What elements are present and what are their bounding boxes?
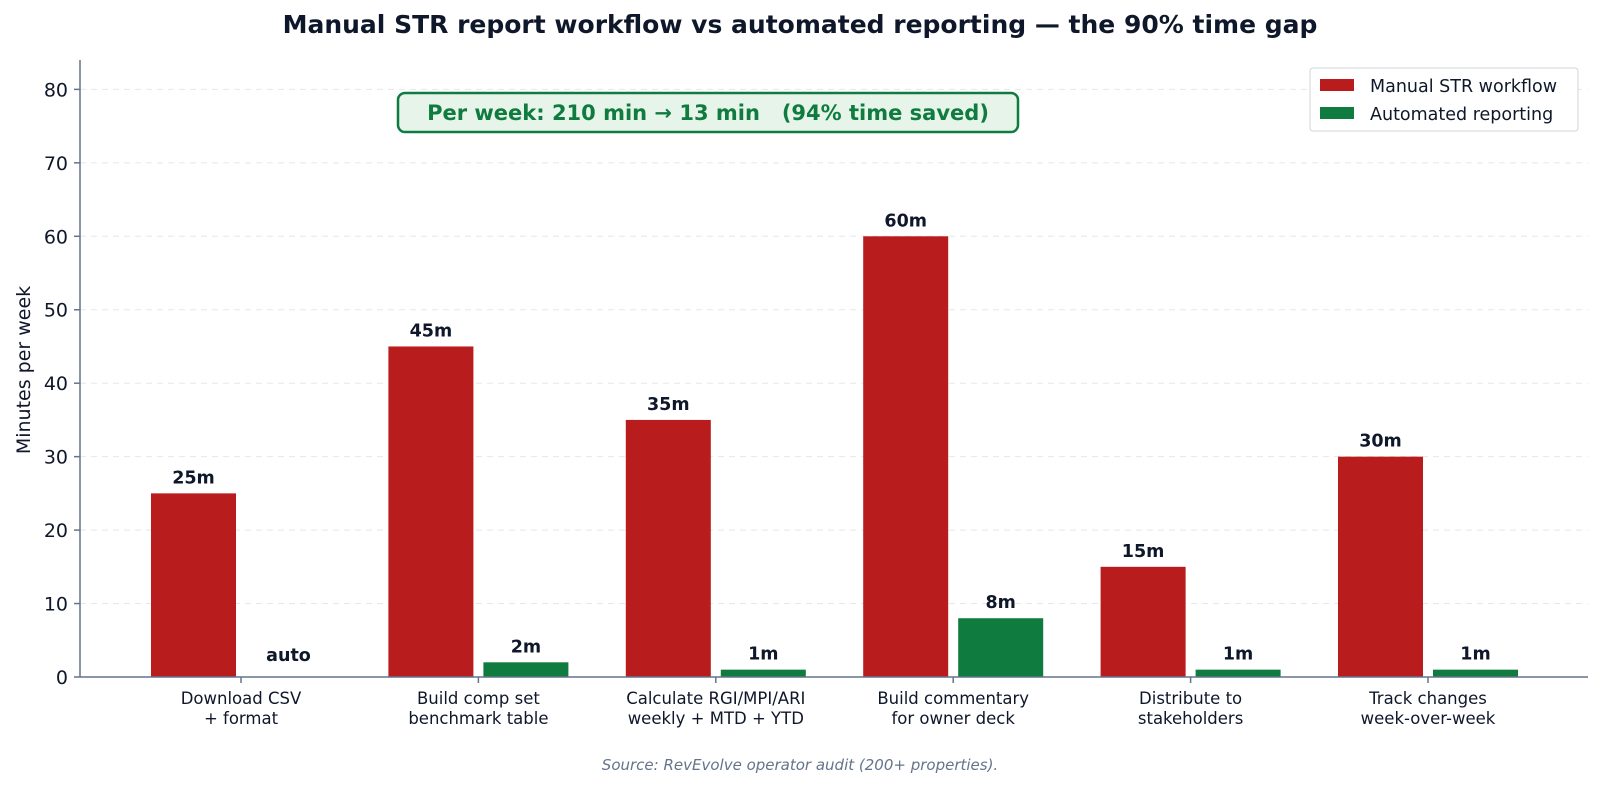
y-tick-label-70: 70 <box>44 153 68 175</box>
y-ticks: 0 10 20 30 40 50 60 70 80 <box>44 79 80 689</box>
x-tick-label-2: Calculate RGI/MPI/ARI weekly + MTD + YTD <box>626 689 805 728</box>
bar-automated-5 <box>1433 669 1518 677</box>
y-tick-label-50: 50 <box>44 300 68 322</box>
bar-automated-2 <box>720 669 806 677</box>
callout-box <box>396 91 1020 134</box>
data-label-manual-1: 45m <box>410 321 453 341</box>
bar-automated-1 <box>483 662 569 677</box>
x-tick-label-3: Build commentary for owner deck <box>877 689 1029 728</box>
data-label-automated-4: 1m <box>1223 645 1253 665</box>
y-tick-label-20: 20 <box>44 520 68 542</box>
callout-text: Per week: 210 min → 13 min (94% time sav… <box>427 101 989 125</box>
data-label-manual-0: 25m <box>172 468 215 488</box>
legend: Manual STR workflow Automated reporting <box>1309 67 1579 132</box>
y-tick-label-60: 60 <box>44 226 68 248</box>
y-tick-label-30: 30 <box>44 447 68 469</box>
y-tick-label-80: 80 <box>44 79 68 101</box>
data-labels: 25m 45m 35m 60m 15m 30m auto 2m 1m 8m 1m 1m <box>172 211 1491 666</box>
data-label-manual-4: 15m <box>1122 542 1165 562</box>
bar-manual-1 <box>388 346 474 677</box>
x-ticks: Download CSV + format Build comp set benchm… <box>181 677 1496 728</box>
source-note: Source: RevEvolve operator audit (200+ p… <box>602 756 998 774</box>
callout: Per week: 210 min → 13 min (94% time sav… <box>396 91 1020 134</box>
data-label-manual-2: 35m <box>647 395 690 415</box>
x-tick-label-4: Distribute to stakeholders <box>1138 689 1243 728</box>
data-label-automated-5: 1m <box>1460 645 1490 665</box>
data-label-automated-3: 8m <box>985 593 1015 613</box>
chart-title: Manual STR report workflow vs automated … <box>283 10 1318 39</box>
x-tick-label-1: Build comp set benchmark table <box>408 689 548 728</box>
bar-automated-4 <box>1195 669 1281 677</box>
y-tick-label-0: 0 <box>56 667 68 689</box>
bar-manual-4 <box>1100 566 1186 677</box>
bar-manual-0 <box>151 493 236 677</box>
x-tick-label-0: Download CSV + format <box>181 689 302 728</box>
x-tick-label-5: Track changes week-over-week <box>1361 689 1496 728</box>
data-label-automated-2: 1m <box>748 645 778 665</box>
y-tick-label-10: 10 <box>44 594 68 616</box>
legend-swatch-manual <box>1320 79 1354 91</box>
bar-manual-2 <box>625 419 711 677</box>
legend-swatch-automated <box>1320 107 1354 119</box>
data-label-automated-0: auto <box>266 646 311 666</box>
legend-label-manual: Manual STR workflow <box>1370 77 1557 97</box>
bar-manual-3 <box>863 236 949 678</box>
data-label-automated-1: 2m <box>511 637 541 657</box>
legend-label-automated: Automated reporting <box>1370 105 1553 125</box>
legend-box <box>1309 67 1579 132</box>
bars <box>151 236 1518 678</box>
y-axis-label: Minutes per week <box>13 286 35 454</box>
bar-automated-3 <box>958 618 1044 677</box>
data-label-manual-5: 30m <box>1359 432 1402 452</box>
bar-manual-5 <box>1338 456 1423 677</box>
y-tick-label-40: 40 <box>44 373 68 395</box>
data-label-manual-3: 60m <box>884 211 927 231</box>
